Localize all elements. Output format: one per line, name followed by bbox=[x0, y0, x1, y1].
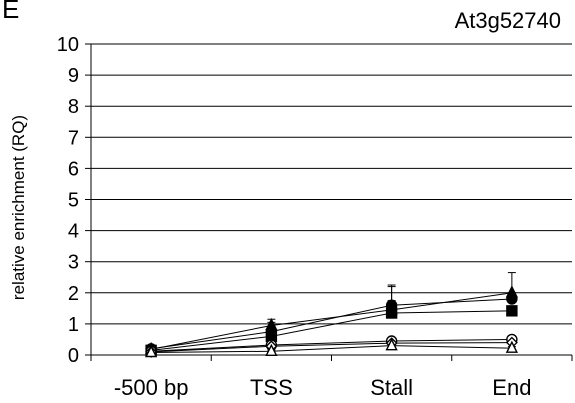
series-line bbox=[151, 338, 512, 352]
y-axis-title: relative enrichment (RQ) bbox=[9, 115, 28, 300]
x-tick-label: End bbox=[492, 375, 531, 400]
series-markers bbox=[144, 285, 519, 358]
y-tick-label: 4 bbox=[68, 221, 79, 243]
y-tick-label: 8 bbox=[68, 96, 79, 118]
y-tick-label: 9 bbox=[68, 65, 79, 87]
y-tick-label: 2 bbox=[68, 283, 79, 305]
series-line bbox=[151, 345, 512, 354]
series-line bbox=[151, 298, 512, 350]
y-tick-label: 0 bbox=[68, 345, 79, 367]
tick-labels: 0 1 2 3 4 5 6 7 8 9 10 -500 bp TSS Stall End relative e… bbox=[9, 34, 531, 400]
x-tick-label: TSS bbox=[250, 375, 293, 400]
x-tick-label: -500 bp bbox=[114, 375, 189, 400]
data-point bbox=[506, 293, 518, 305]
y-tick-label: 6 bbox=[68, 158, 79, 180]
y-tick-label: 3 bbox=[68, 252, 79, 274]
y-tick-label: 5 bbox=[68, 190, 79, 212]
series-line bbox=[151, 342, 512, 353]
data-point bbox=[144, 344, 158, 358]
data-point bbox=[265, 343, 278, 356]
y-tick-label: 7 bbox=[68, 127, 79, 149]
data-point bbox=[506, 305, 518, 317]
series-lines bbox=[151, 292, 512, 354]
panel-letter: E bbox=[2, 0, 20, 24]
data-point bbox=[505, 340, 519, 353]
axes bbox=[85, 43, 573, 361]
series-line bbox=[151, 292, 512, 350]
x-tick-label: Stall bbox=[370, 375, 413, 400]
data-point bbox=[385, 307, 398, 319]
y-tick-label: 10 bbox=[57, 34, 79, 56]
chart-title: At3g52740 bbox=[454, 8, 561, 33]
y-tick-label: 1 bbox=[68, 314, 79, 336]
series-line bbox=[151, 310, 512, 351]
data-point bbox=[385, 338, 398, 351]
gridlines bbox=[91, 43, 572, 325]
